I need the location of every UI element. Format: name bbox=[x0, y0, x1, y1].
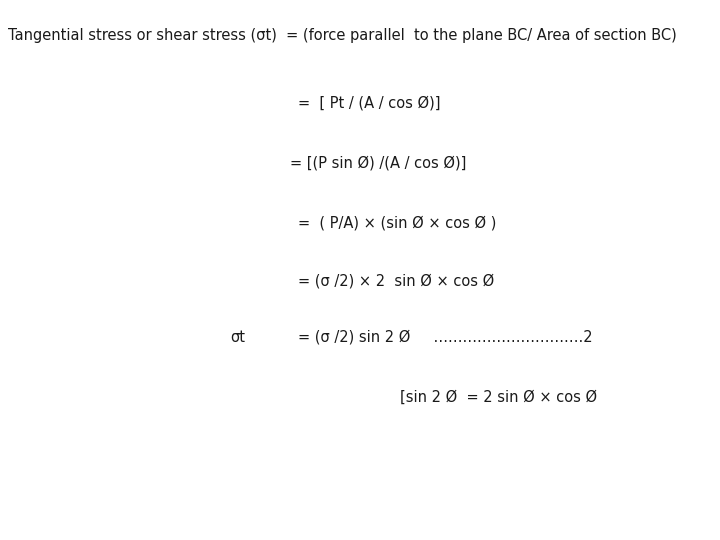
Text: [sin 2 Ø  = 2 sin Ø × cos Ø: [sin 2 Ø = 2 sin Ø × cos Ø bbox=[400, 390, 597, 405]
Text: =  ( P/A) × (sin Ø × cos Ø ): = ( P/A) × (sin Ø × cos Ø ) bbox=[298, 215, 496, 230]
Text: Tangential stress or shear stress (σt)  = (force parallel  to the plane BC/ Area: Tangential stress or shear stress (σt) =… bbox=[8, 28, 677, 43]
Text: = (σ /2) sin 2 Ø     ………………………….2: = (σ /2) sin 2 Ø ………………………….2 bbox=[298, 330, 593, 345]
Text: σt: σt bbox=[230, 330, 245, 345]
Text: = [(P sin Ø) /(A / cos Ø)]: = [(P sin Ø) /(A / cos Ø)] bbox=[290, 155, 467, 170]
Text: = (σ /2) × 2  sin Ø × cos Ø: = (σ /2) × 2 sin Ø × cos Ø bbox=[298, 273, 494, 288]
Text: =  [ Pt / (A / cos Ø)]: = [ Pt / (A / cos Ø)] bbox=[298, 95, 441, 110]
